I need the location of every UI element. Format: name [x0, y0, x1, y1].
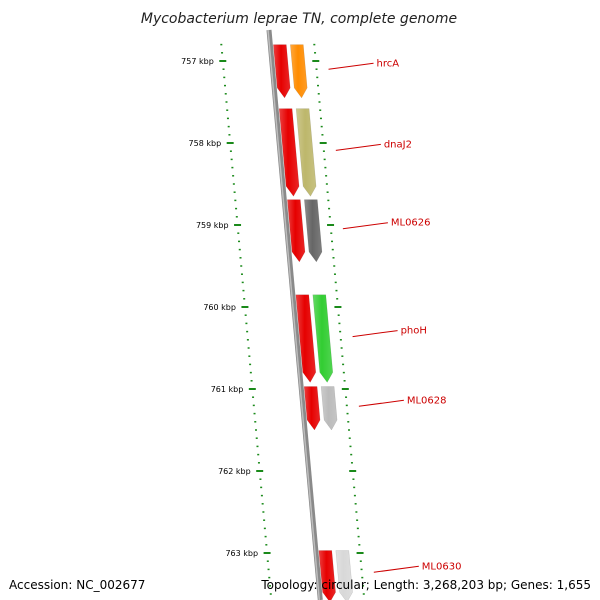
scale-label: 757 kbp — [181, 57, 214, 66]
gene-leader-line — [335, 143, 381, 151]
inner-tick-marks: 757 kbp 758 kbp 759 kbp 760 kbp 761 kbp 762 k… — [181, 43, 272, 595]
gene-label: phoH — [401, 326, 427, 337]
backbone-layer — [266, 29, 323, 600]
gene-label: ML0630 — [422, 561, 462, 572]
cds-arrow — [273, 44, 291, 99]
gene-label: hrcA — [377, 58, 400, 69]
scale-label: 762 kbp — [218, 467, 251, 476]
backbone-highlight — [267, 29, 321, 600]
scale-label: 763 kbp — [225, 549, 258, 558]
gene-leader-line — [328, 62, 374, 70]
cds-arrow — [295, 294, 317, 383]
cds-arrow — [278, 108, 300, 197]
gene-leader-line — [342, 222, 388, 230]
gene-arrow — [320, 386, 338, 431]
gene-arrow — [295, 108, 317, 197]
genes-layer — [273, 44, 353, 600]
gene-label: ML0626 — [391, 218, 431, 229]
cds-arrow — [303, 386, 321, 431]
labels-layer: hrcA dnaJ2 ML0626 phoH ML0628 ML0630 — [328, 58, 462, 573]
genome-stats-text: Topology: circular; Length: 3,268,203 bp… — [261, 578, 591, 592]
scale-label: 761 kbp — [211, 385, 244, 394]
gene-leader-line — [352, 330, 398, 338]
scale-label: 759 kbp — [196, 221, 229, 230]
gene-leader-line — [358, 399, 404, 407]
gene-arrow — [290, 44, 308, 99]
cds-arrow — [287, 199, 306, 263]
cds-arrow — [318, 550, 336, 600]
gene-label: ML0628 — [407, 395, 447, 406]
gene-arrow — [335, 550, 353, 600]
gene-arrow — [304, 199, 323, 263]
scale-label: 760 kbp — [203, 303, 236, 312]
backbone-line — [266, 29, 323, 600]
map-title: Mycobacterium leprae TN, complete genome — [141, 11, 457, 27]
gene-leader-line — [373, 565, 419, 573]
accession-text: Accession: NC_002677 — [9, 578, 146, 592]
gene-label: dnaJ2 — [384, 139, 412, 150]
outer-tick-marks — [312, 43, 365, 595]
scale-label: 758 kbp — [189, 139, 222, 148]
gene-arrow — [312, 294, 334, 383]
